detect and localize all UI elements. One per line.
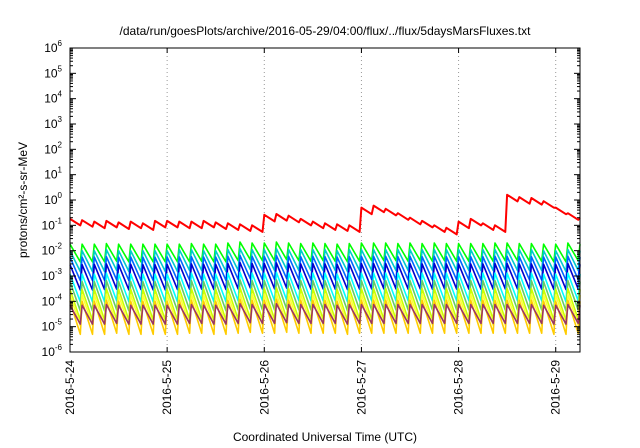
y-tick-label: 102 <box>44 140 62 156</box>
y-tick-base: 10 <box>42 269 56 283</box>
series-line-2 <box>69 247 581 273</box>
y-tick-exponent: -6 <box>55 343 63 352</box>
y-tick-exponent: -2 <box>55 242 63 251</box>
y-tick-base: 10 <box>42 218 56 232</box>
x-axis-ticks: 2016-5-24 2016-5-25 2016-5-26 2016-5-27 2016… <box>63 48 563 415</box>
series-line-0 <box>69 193 581 236</box>
y-tick-label: 106 <box>44 39 62 55</box>
y-tick-exponent: 3 <box>58 115 63 124</box>
y-axis-ticks: 10-610-510-410-310-210-11001011021031041… <box>42 39 580 359</box>
y-tick-exponent: -5 <box>55 318 63 327</box>
y-tick-exponent: 4 <box>58 90 63 99</box>
y-tick-label: 10-5 <box>42 318 63 334</box>
y-tick-base: 10 <box>42 345 56 359</box>
y-tick-label: 100 <box>44 191 62 207</box>
chart-title: /data/run/goesPlots/archive/2016-05-29/0… <box>120 24 532 38</box>
y-tick-label: 104 <box>44 90 62 106</box>
y-tick-exponent: -3 <box>55 267 63 276</box>
series-line-10 <box>69 303 581 325</box>
y-tick-base: 10 <box>44 193 58 207</box>
y-tick-label: 10-2 <box>42 242 63 258</box>
y-tick-label: 10-6 <box>42 343 63 359</box>
y-tick-base: 10 <box>44 168 58 182</box>
x-axis-label: Coordinated Universal Time (UTC) <box>233 430 417 444</box>
y-tick-base: 10 <box>44 66 58 80</box>
y-tick-base: 10 <box>44 117 58 131</box>
y-tick-label: 105 <box>44 64 62 80</box>
x-tick-label: 2016-5-27 <box>354 360 368 415</box>
series-line-6 <box>69 279 581 312</box>
series-line-7 <box>69 286 581 321</box>
x-tick-label: 2016-5-29 <box>549 360 563 415</box>
y-tick-base: 10 <box>42 294 56 308</box>
series-line-4 <box>69 261 581 291</box>
y-tick-base: 10 <box>42 320 56 334</box>
y-tick-exponent: -4 <box>55 292 63 301</box>
y-tick-label: 101 <box>44 166 62 182</box>
series-lines <box>69 193 581 336</box>
series-line-9 <box>69 298 581 336</box>
y-tick-label: 10-4 <box>42 292 63 308</box>
y-tick-exponent: 0 <box>58 191 63 200</box>
y-tick-exponent: 5 <box>58 64 63 73</box>
y-tick-exponent: 6 <box>58 39 63 48</box>
x-tick-label: 2016-5-24 <box>63 360 77 415</box>
y-tick-base: 10 <box>44 142 58 156</box>
x-tick-label: 2016-5-26 <box>257 360 271 415</box>
y-tick-exponent: -1 <box>55 216 63 225</box>
series-line-1 <box>69 241 581 263</box>
y-tick-label: 10-1 <box>42 216 63 232</box>
y-tick-base: 10 <box>44 41 58 55</box>
series-line-5 <box>69 271 581 303</box>
y-tick-exponent: 2 <box>58 140 63 149</box>
y-tick-label: 103 <box>44 115 62 131</box>
y-tick-exponent: 1 <box>58 166 63 175</box>
series-line-3 <box>69 254 581 282</box>
y-tick-label: 10-3 <box>42 267 63 283</box>
x-tick-label: 2016-5-28 <box>452 360 466 415</box>
y-tick-base: 10 <box>44 92 58 106</box>
y-axis-label: protons/cm²-s-sr-MeV <box>16 142 30 258</box>
x-tick-label: 2016-5-25 <box>160 360 174 415</box>
y-tick-base: 10 <box>42 244 56 258</box>
series-line-8 <box>69 292 581 327</box>
